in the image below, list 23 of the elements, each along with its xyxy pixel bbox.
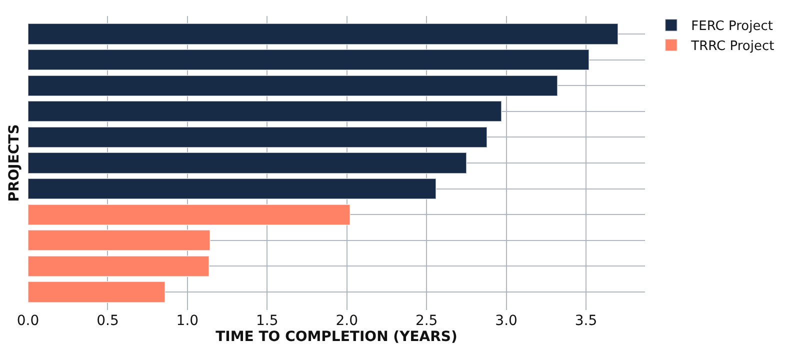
x-tick-label: 1.5: [256, 313, 278, 329]
y-axis-title: PROJECTS: [6, 124, 23, 202]
x-tick-label: 0.5: [96, 313, 119, 329]
x-axis-title: TIME TO COMPLETION (YEARS): [216, 329, 458, 345]
x-tick-label: 2.0: [336, 313, 358, 329]
bar: [28, 204, 351, 226]
x-tick-label: 3.0: [495, 313, 518, 329]
bar: [28, 126, 488, 148]
bar: [28, 49, 590, 71]
bar: [28, 74, 558, 96]
bar: [28, 23, 618, 45]
legend-label: FERC Project: [691, 19, 773, 34]
x-tick-label: 1.0: [176, 313, 199, 329]
bar: [28, 255, 210, 277]
bar: [28, 281, 166, 303]
bar: [28, 100, 502, 122]
legend-label: TRRC Project: [690, 39, 774, 54]
bar: [28, 152, 467, 174]
x-tick-label: 2.5: [415, 313, 438, 329]
x-tick-label: 3.5: [574, 313, 598, 329]
bar: [28, 178, 437, 200]
bar: [28, 230, 210, 252]
x-tick-label: 0.0: [16, 313, 40, 329]
